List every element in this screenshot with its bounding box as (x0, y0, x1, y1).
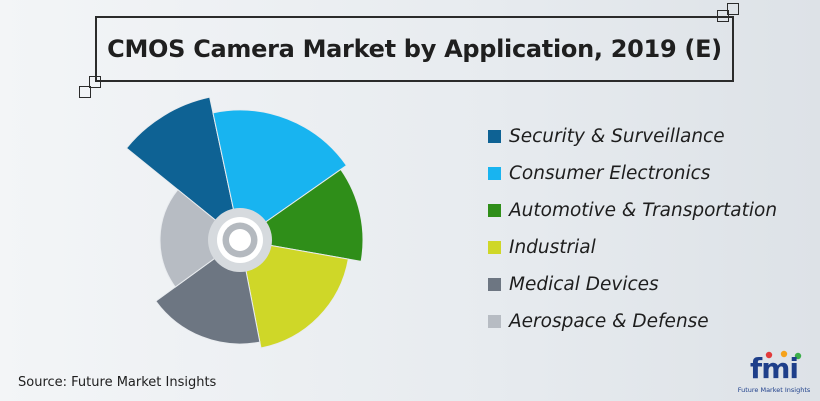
corner-ornament-top-right-a (717, 10, 729, 22)
legend-item-consumer: Consumer Electronics (488, 155, 777, 192)
legend-label: Industrial (509, 237, 596, 258)
legend-label: Aerospace & Defense (509, 311, 709, 332)
chart-title-box: CMOS Camera Market by Application, 2019 … (95, 16, 734, 82)
legend-swatch (488, 278, 501, 291)
corner-ornament-bottom-left-a (89, 76, 101, 88)
legend-label: Security & Surveillance (509, 126, 725, 147)
corner-ornament-top-right-b (727, 3, 739, 15)
legend-swatch (488, 241, 501, 254)
legend-swatch (488, 204, 501, 217)
fmi-logo: fmi Future Market Insights (736, 350, 812, 396)
legend-item-medical: Medical Devices (488, 266, 777, 303)
legend-item-industrial: Industrial (488, 229, 777, 266)
hub-center (229, 229, 251, 251)
legend-label: Consumer Electronics (509, 163, 711, 184)
corner-ornament-bottom-left-b (79, 86, 91, 98)
legend-item-automotive: Automotive & Transportation (488, 192, 777, 229)
pie-slice-security-surveillance (125, 96, 241, 242)
pie-slices (125, 96, 364, 349)
source-note: Source: Future Market Insights (18, 375, 217, 390)
legend-swatch (488, 130, 501, 143)
center-hub (208, 208, 272, 272)
logo-tagline: Future Market Insights (737, 386, 811, 394)
pie-slice-consumer-electronics (212, 109, 348, 241)
legend-item-security: Security & Surveillance (488, 118, 777, 155)
pie-slice-industrial (239, 239, 349, 349)
legend-swatch (488, 167, 501, 180)
legend-item-aerospace: Aerospace & Defense (488, 303, 777, 340)
chart-title: CMOS Camera Market by Application, 2019 … (107, 35, 722, 63)
pie-slice-aerospace-defense (159, 188, 241, 288)
chart-legend: Security & Surveillance Consumer Electro… (488, 118, 777, 340)
logo-mark: fmi (750, 352, 799, 385)
logo-dots-icon (765, 350, 802, 360)
legend-swatch (488, 315, 501, 328)
legend-label: Automotive & Transportation (509, 200, 778, 221)
legend-label: Medical Devices (509, 274, 659, 295)
